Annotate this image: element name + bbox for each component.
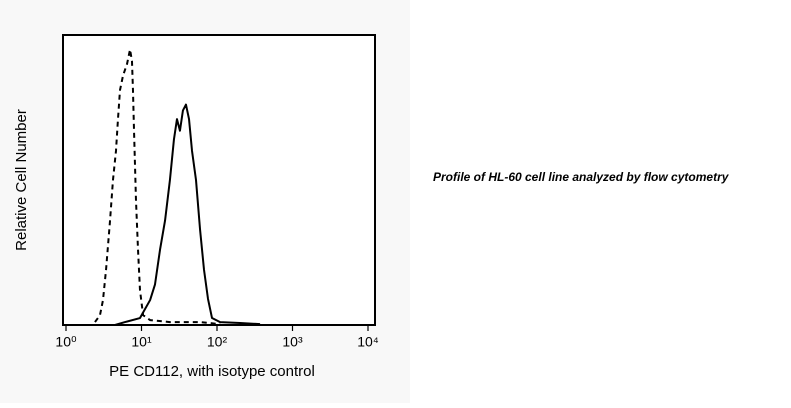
x-tick-label: 10¹ bbox=[131, 334, 152, 350]
plot-frame bbox=[62, 34, 376, 326]
x-axis-title: PE CD112, with isotype control bbox=[109, 363, 315, 380]
x-tick-label: 10⁴ bbox=[357, 334, 379, 350]
x-tick-label: 10⁰ bbox=[55, 334, 77, 350]
annotation: Profile of HL-60 cell line analyzed by f… bbox=[433, 170, 730, 184]
histogram-line bbox=[114, 103, 261, 326]
x-tick-label: 10² bbox=[207, 334, 228, 350]
x-tick-label: 10³ bbox=[282, 334, 303, 350]
y-axis-title: Relative Cell Number bbox=[13, 109, 30, 251]
